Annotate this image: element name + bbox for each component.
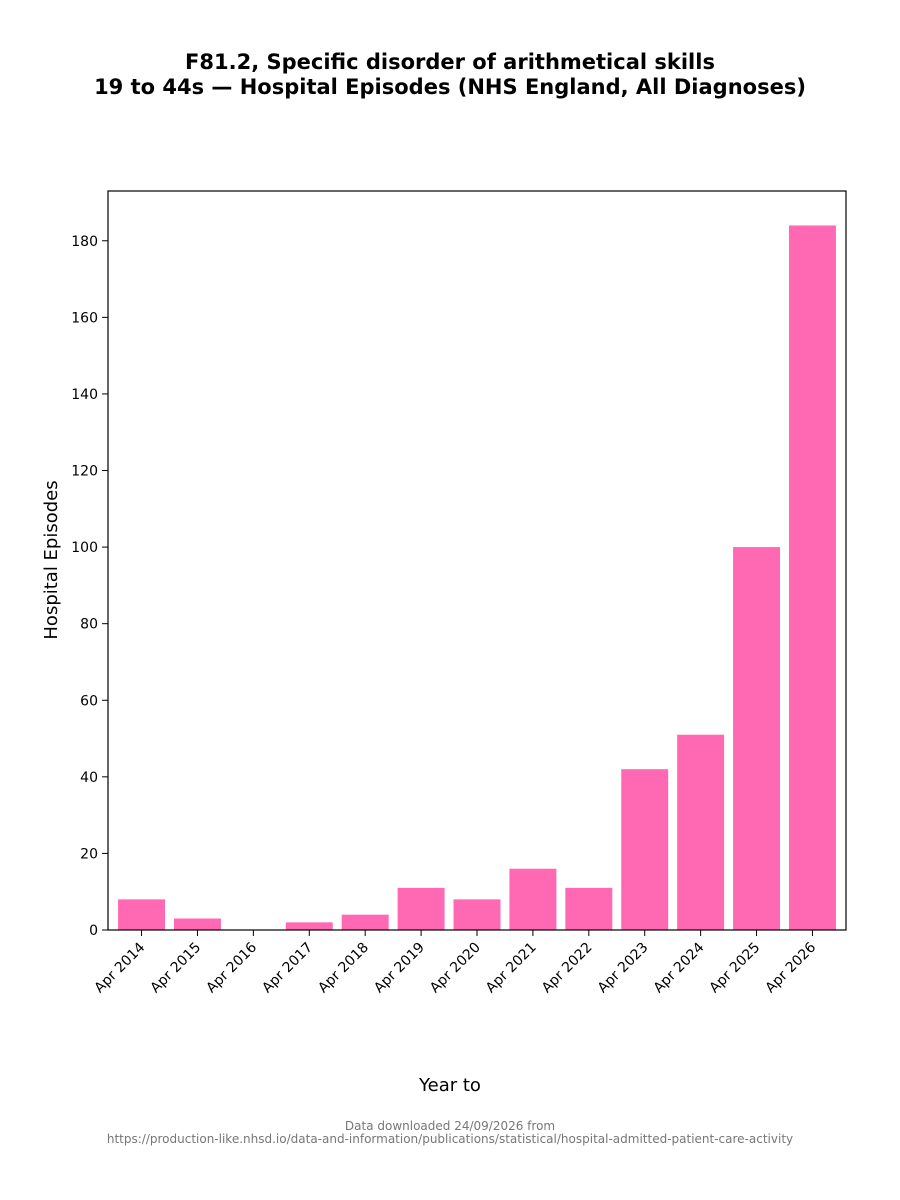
y-tick-label-4: 80	[80, 617, 98, 633]
bar-12	[788, 225, 836, 931]
x-tick-label-2: Apr 2016	[203, 939, 260, 996]
y-tick-label-2: 40	[80, 770, 98, 786]
x-tick-label-0: Apr 2014	[92, 939, 149, 996]
bar-8	[565, 887, 613, 930]
x-tick-label-10: Apr 2024	[651, 939, 708, 996]
bar-9	[621, 769, 669, 930]
x-tick-label-4: Apr 2018	[315, 940, 372, 997]
bar-10	[677, 734, 725, 930]
bar-4	[341, 914, 389, 930]
footer-line-2: https://production-like.nhsd.io/data-and…	[106, 1132, 794, 1146]
x-tick-label-7: Apr 2021	[483, 940, 540, 997]
y-tick-label-5: 100	[71, 540, 98, 556]
chart-title: F81.2, Specific disorder of arithmetical…	[0, 50, 900, 100]
x-tick-label-8: Apr 2022	[539, 940, 596, 997]
y-tick-label-9: 180	[71, 234, 98, 250]
bar-5	[397, 887, 445, 930]
y-axis: 0 20 40 60 80 100 120 140 160 180	[71, 234, 108, 939]
y-tick-label-7: 140	[71, 387, 98, 403]
chart-title-line-1: F81.2, Specific disorder of arithmetical…	[185, 50, 715, 74]
x-tick-label-11: Apr 2025	[707, 940, 764, 997]
y-tick-label-6: 120	[71, 464, 98, 480]
y-tick-label-1: 20	[80, 846, 98, 862]
bar-0	[118, 899, 166, 930]
x-tick-label-3: Apr 2017	[259, 940, 316, 997]
bar-3	[285, 922, 333, 930]
bar-1	[173, 918, 221, 930]
y-tick-label-3: 60	[80, 693, 98, 709]
bars-group	[118, 225, 836, 931]
footer-line-1: Data downloaded 24/09/2026 from	[344, 1119, 556, 1133]
x-tick-label-1: Apr 2015	[147, 940, 204, 997]
y-axis-label: Hospital Episodes	[41, 480, 62, 639]
bar-6	[453, 899, 501, 930]
x-axis: Apr 2014 Apr 2015 Apr 2016 Apr 2017 Apr 2018…	[92, 930, 819, 997]
x-tick-label-5: Apr 2019	[371, 940, 428, 997]
x-tick-label-6: Apr 2020	[427, 940, 484, 997]
source-footer: Data downloaded 24/09/2026 from https://…	[0, 1120, 900, 1146]
y-tick-label-0: 0	[89, 923, 98, 939]
bar-11	[733, 547, 781, 930]
bar-7	[509, 868, 557, 930]
chart-title-line-2: 19 to 44s — Hospital Episodes (NHS Engla…	[94, 75, 806, 99]
plot-frame	[107, 190, 847, 931]
y-tick-label-8: 160	[71, 310, 98, 326]
x-axis-label: Year to	[418, 1075, 481, 1096]
x-tick-label-12: Apr 2026	[762, 939, 819, 996]
x-tick-label-9: Apr 2023	[595, 940, 652, 997]
